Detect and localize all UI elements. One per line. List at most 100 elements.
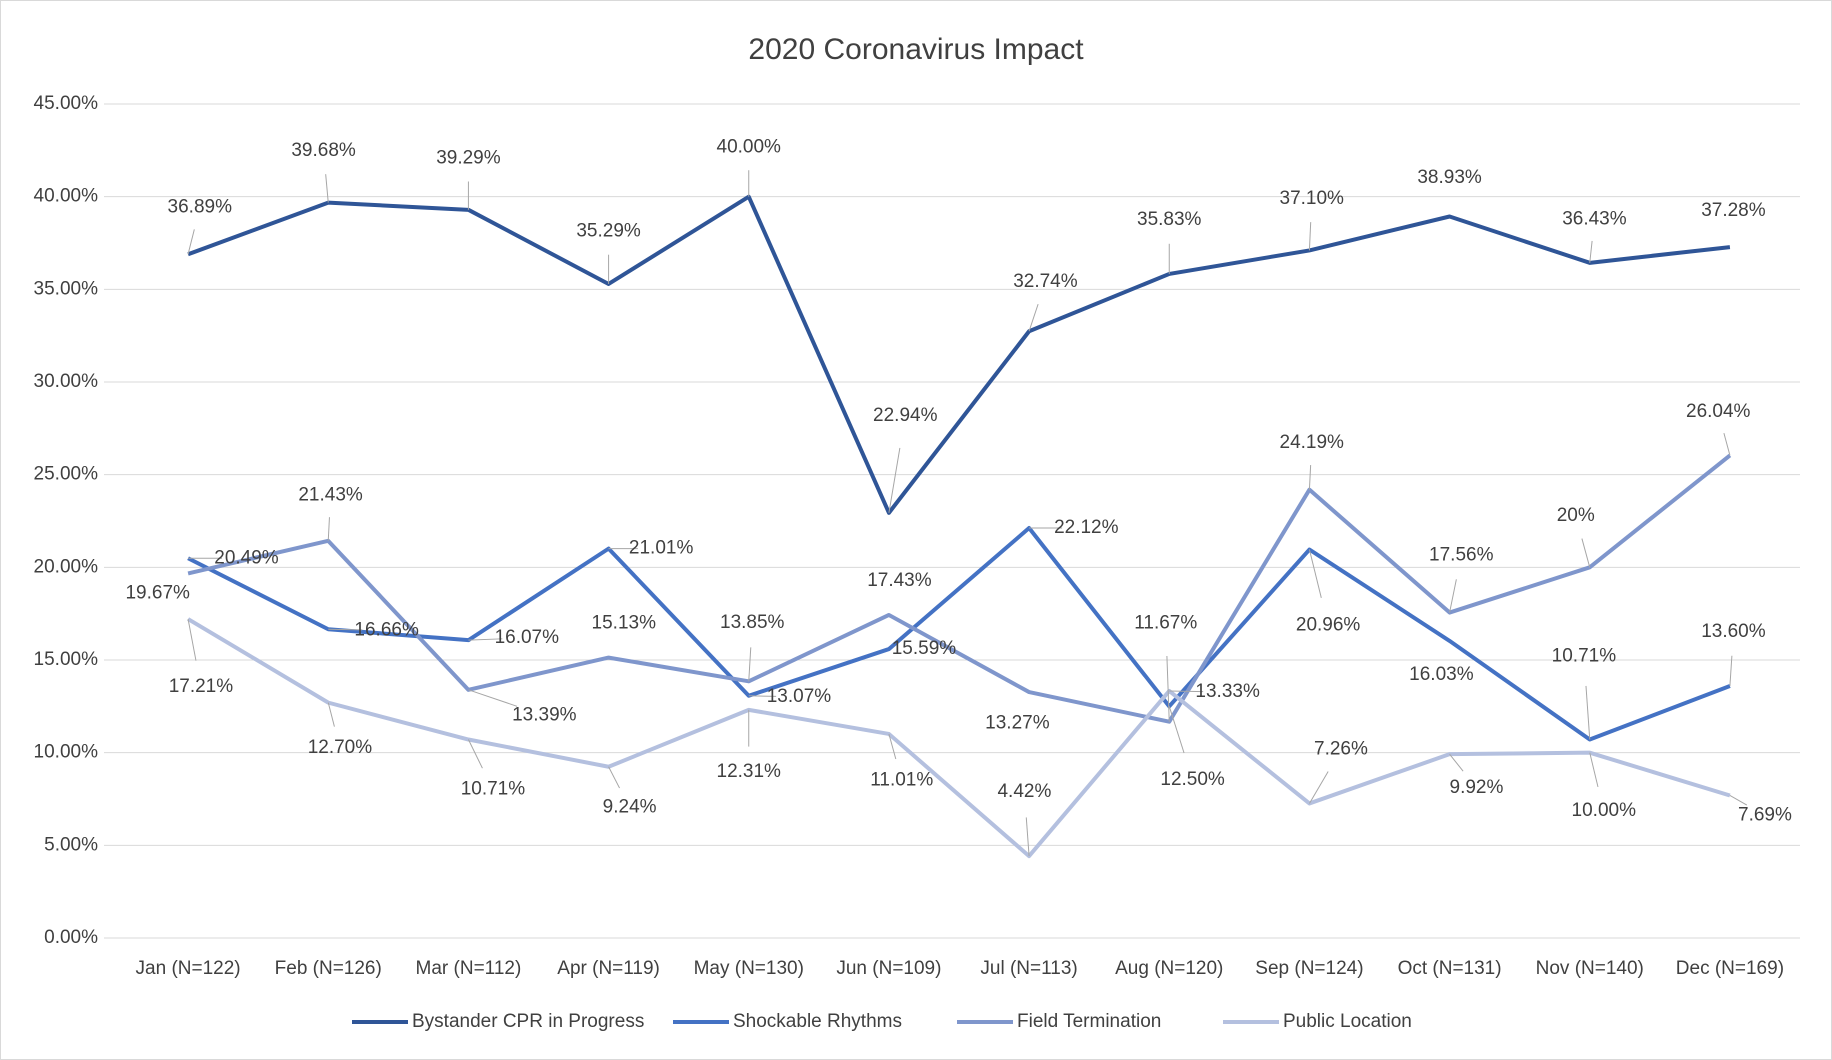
y-tick-label: 35.00% (34, 278, 99, 299)
x-tick-label: May (N=130) (694, 958, 804, 979)
leader-line (888, 447, 901, 513)
data-label: 20.49% (214, 547, 279, 568)
legend-label: Shockable Rhythms (733, 1011, 902, 1032)
data-label: 17.43% (867, 570, 932, 591)
leader-line (1581, 538, 1591, 568)
x-tick-label: Dec (N=169) (1676, 958, 1784, 979)
leader-line (1168, 706, 1185, 754)
y-tick-label: 0.00% (44, 927, 98, 948)
leader-line (1723, 433, 1731, 456)
leader-line (1449, 579, 1457, 613)
x-tick-label: Apr (N=119) (557, 958, 660, 979)
data-label: 35.29% (576, 220, 641, 241)
y-tick-label: 15.00% (34, 649, 99, 670)
y-tick-label: 45.00% (34, 93, 99, 114)
x-tick-label: Jun (N=109) (836, 958, 941, 979)
leader-line (187, 618, 197, 661)
y-tick-label: 30.00% (34, 371, 99, 392)
data-label: 17.21% (169, 676, 234, 697)
data-label: 13.85% (720, 612, 785, 633)
x-tick-label: Mar (N=112) (416, 958, 522, 979)
leader-line (1308, 222, 1312, 251)
legend-label: Public Location (1283, 1011, 1412, 1032)
data-label: 22.12% (1054, 517, 1119, 538)
data-label: 10.71% (461, 779, 526, 800)
series-line (187, 617, 1731, 859)
x-tick-label: Sep (N=124) (1255, 958, 1363, 979)
data-label: 36.89% (168, 197, 233, 218)
leader-line (1169, 690, 1204, 693)
data-label: 39.68% (291, 140, 356, 161)
data-label: 13.27% (985, 713, 1050, 734)
data-label: 20% (1557, 505, 1595, 526)
data-label: 21.43% (298, 484, 363, 505)
series-line (187, 194, 1731, 515)
leader-line (1729, 795, 1748, 806)
data-label: 19.67% (125, 582, 190, 603)
leader-line (748, 647, 752, 682)
data-label: 7.69% (1738, 804, 1792, 825)
leader-line (187, 229, 195, 255)
legend-label: Field Termination (1017, 1011, 1161, 1032)
x-tick-label: Feb (N=126) (275, 958, 382, 979)
data-label: 4.42% (997, 781, 1051, 802)
data-label: 20.96% (1296, 614, 1361, 635)
data-label: 35.83% (1137, 209, 1202, 230)
leader-line (327, 702, 335, 727)
leader-line (1589, 240, 1593, 263)
series-line (187, 453, 1732, 724)
series-line (187, 526, 1731, 742)
y-tick-label: 25.00% (34, 464, 99, 485)
leader-line (1166, 656, 1170, 722)
data-label: 13.39% (512, 705, 577, 726)
data-label: 13.07% (767, 686, 832, 707)
data-label: 13.60% (1701, 621, 1766, 642)
leader-line (1585, 685, 1591, 740)
x-tick-label: Aug (N=120) (1115, 958, 1223, 979)
data-label: 15.13% (592, 613, 657, 634)
leader-line (468, 689, 518, 707)
y-tick-label: 20.00% (34, 556, 99, 577)
y-tick-label: 40.00% (34, 186, 99, 207)
data-label: 11.01% (870, 770, 933, 791)
data-label: 12.31% (717, 761, 782, 782)
leader-line (327, 517, 330, 541)
data-label: 11.67% (1134, 613, 1197, 634)
data-label: 38.93% (1417, 167, 1482, 188)
data-label: 17.56% (1429, 544, 1494, 565)
data-label: 37.28% (1701, 200, 1766, 221)
data-label: 13.33% (1195, 681, 1260, 702)
data-label: 24.19% (1280, 432, 1345, 453)
data-label: 16.03% (1409, 664, 1474, 685)
data-label: 40.00% (717, 137, 782, 158)
leader-line (1449, 753, 1464, 772)
leader-line (1025, 817, 1030, 857)
x-tick-label: Jan (N=122) (136, 958, 241, 979)
chart-title: 2020 Coronavirus Impact (748, 33, 1084, 66)
x-tick-label: Oct (N=131) (1398, 958, 1502, 979)
x-tick-label: Nov (N=140) (1536, 958, 1644, 979)
data-label: 9.92% (1450, 777, 1504, 798)
leader-line (1308, 465, 1312, 490)
leader-line (888, 733, 897, 760)
leader-line (1589, 752, 1599, 788)
data-label: 39.29% (436, 147, 501, 168)
data-label: 7.26% (1314, 739, 1368, 760)
data-label: 36.43% (1562, 209, 1627, 230)
leader-line (468, 638, 503, 641)
leader-line (1308, 549, 1322, 598)
leader-line (325, 174, 329, 203)
data-label: 26.04% (1686, 401, 1751, 422)
data-label: 37.10% (1280, 188, 1345, 209)
data-label: 21.01% (629, 538, 694, 559)
leader-line (748, 695, 777, 697)
y-tick-label: 10.00% (34, 742, 99, 763)
data-label: 12.70% (308, 737, 373, 758)
leader-line (1729, 655, 1733, 686)
leader-line (328, 628, 363, 631)
legend-label: Bystander CPR in Progress (412, 1011, 644, 1032)
x-tick-label: Jul (N=113) (980, 958, 1077, 979)
data-label: 32.74% (1013, 271, 1078, 292)
